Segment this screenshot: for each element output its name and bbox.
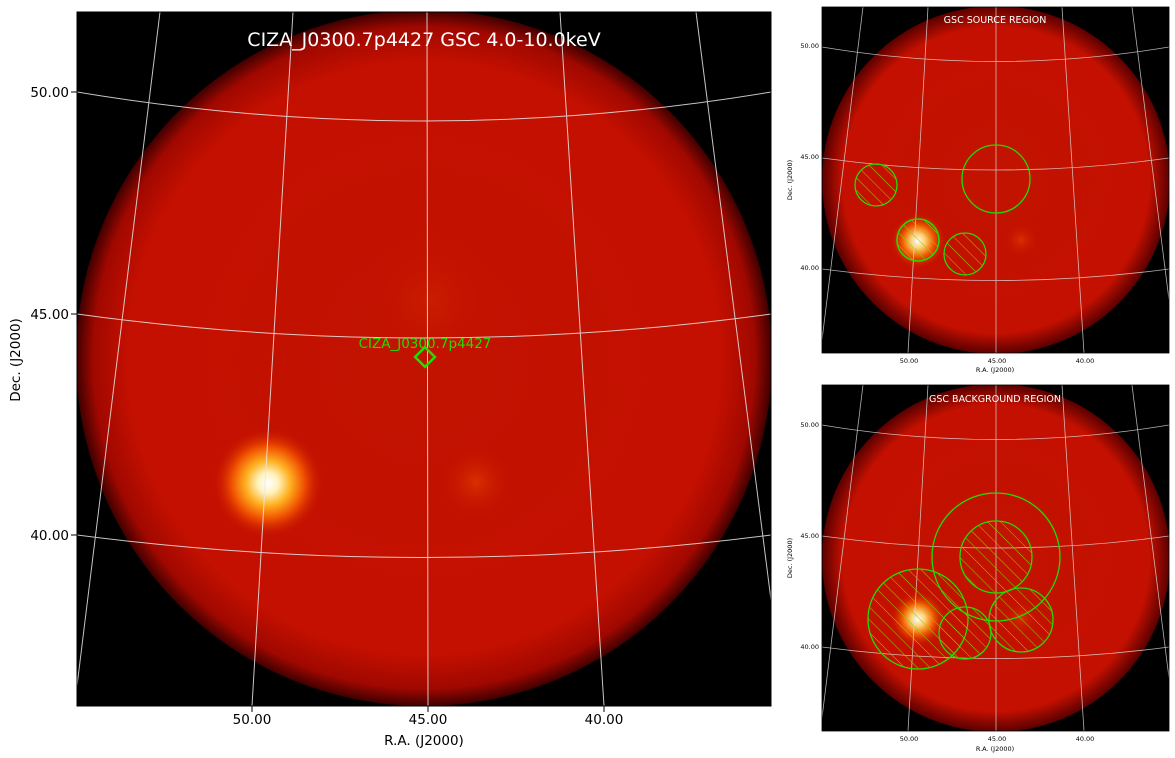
x-tick-label: 40.00 xyxy=(1076,735,1095,743)
y-axis-label: Dec. (J2000) xyxy=(786,160,794,200)
y-tick-label: 45.00 xyxy=(800,532,819,540)
faint-source xyxy=(438,444,514,520)
x-tick-label: 45.00 xyxy=(409,712,448,728)
main-map: CIZA_J0300.7p4427 GSC 4.0-10.0keV CIZA_J… xyxy=(8,11,772,749)
background-region-circle[interactable] xyxy=(938,606,992,660)
x-tick-label: 50.00 xyxy=(900,357,919,365)
panel-title: GSC SOURCE REGION xyxy=(944,15,1047,26)
x-axis-label: R.A. (J2000) xyxy=(384,733,464,749)
y-tick-label: 50.00 xyxy=(30,85,69,101)
faint-glow xyxy=(360,230,500,370)
y-axis-label: Dec. (J2000) xyxy=(8,318,24,402)
y-tick-label: 50.00 xyxy=(800,421,819,429)
x-axis-label: R.A. (J2000) xyxy=(976,745,1014,753)
x-tick-label: 45.00 xyxy=(988,357,1007,365)
x-tick-label: 40.00 xyxy=(1076,357,1095,365)
x-tick-label: 50.00 xyxy=(233,712,272,728)
cluster-marker[interactable] xyxy=(413,345,437,369)
x-tick-label: 45.00 xyxy=(988,735,1007,743)
background-region-circle[interactable] xyxy=(943,232,987,276)
background-region-circle[interactable] xyxy=(959,520,1033,594)
y-axis-label: Dec. (J2000) xyxy=(786,538,794,578)
bright-source xyxy=(212,427,324,539)
x-tick-label: 40.00 xyxy=(585,712,624,728)
cluster-label: CIZA_J0300.7p4427 xyxy=(359,336,492,352)
y-tick-label: 40.00 xyxy=(800,264,819,272)
y-tick-label: 40.00 xyxy=(30,528,69,544)
background-region-map: GSC BACKGROUND REGION 50.00 45.00 40.00 … xyxy=(786,384,1170,753)
x-axis-label: R.A. (J2000) xyxy=(976,366,1014,374)
background-region-circle[interactable] xyxy=(854,163,898,207)
coordinate-grid xyxy=(822,7,1169,353)
y-tick-label: 45.00 xyxy=(30,307,69,323)
outer-region-circle[interactable] xyxy=(931,492,1061,622)
axis-ticks xyxy=(71,91,605,712)
main-title: CIZA_J0300.7p4427 GSC 4.0-10.0keV xyxy=(247,29,600,51)
y-tick-label: 45.00 xyxy=(800,153,819,161)
source-region-circle[interactable] xyxy=(896,218,940,262)
y-tick-label: 40.00 xyxy=(800,643,819,651)
background-region-circle[interactable] xyxy=(988,587,1054,653)
x-tick-label: 50.00 xyxy=(900,735,919,743)
coordinate-grid xyxy=(77,12,771,706)
source-region-map: GSC SOURCE REGION 50.00 45.00 40.00 50.0… xyxy=(786,6,1170,374)
faint-source xyxy=(1003,222,1039,258)
y-tick-label: 50.00 xyxy=(800,42,819,50)
panel-title: GSC BACKGROUND REGION xyxy=(929,394,1061,405)
target-region-circle[interactable] xyxy=(961,144,1031,214)
